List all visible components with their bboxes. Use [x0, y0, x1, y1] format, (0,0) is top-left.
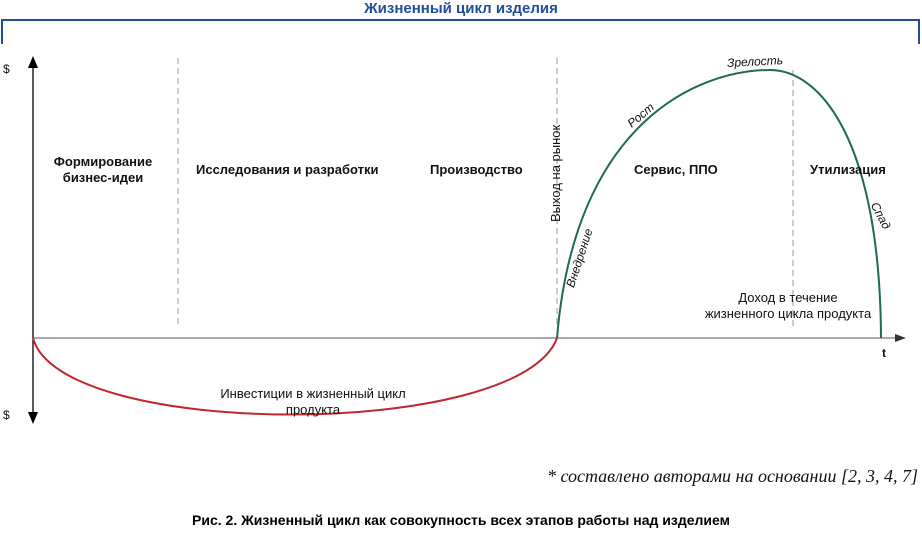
stage-idea: Формирование бизнес-идеи	[54, 154, 152, 186]
diagram-title: Жизненный цикл изделия	[364, 0, 558, 17]
income-label: Доход в течение жизненного цикла продукт…	[705, 290, 871, 322]
stage-idea-line2: бизнес-идеи	[62, 170, 144, 185]
income-curve	[556, 68, 882, 339]
investment-curve	[32, 337, 558, 416]
stage-utilization: Утилизация	[810, 162, 886, 177]
stage-production: Производство	[430, 162, 523, 177]
curve-label-maturity: Зрелость	[726, 53, 784, 70]
income-label-line1: Доход в течение	[738, 290, 838, 305]
y-axis-down-arrow	[28, 412, 38, 424]
stage-idea-line1: Формирование	[53, 154, 153, 169]
investment-label-line2: продукта	[285, 402, 341, 417]
figure-caption: Рис. 2. Жизненный цикл как совокупность …	[192, 512, 730, 528]
x-axis-label: t	[882, 346, 886, 360]
stage-research: Исследования и разработки	[196, 162, 379, 177]
title-bracket	[1, 19, 920, 44]
investment-label: Инвестиции в жизненный цикл продукта	[220, 386, 405, 418]
stage-service: Сервис, ППО	[634, 162, 718, 177]
stage-market-entry: Выход на рынок	[548, 124, 563, 222]
investment-label-line1: Инвестиции в жизненный цикл	[220, 386, 406, 401]
source-note: * составлено авторами на основании [2, 3…	[546, 466, 918, 486]
y-axis-bottom-label: $	[3, 408, 10, 422]
income-label-line2: жизненного цикла продукта	[704, 306, 872, 321]
x-axis-arrow	[895, 334, 906, 342]
y-axis-top-label: $	[3, 62, 10, 76]
y-axis-up-arrow	[28, 56, 38, 68]
